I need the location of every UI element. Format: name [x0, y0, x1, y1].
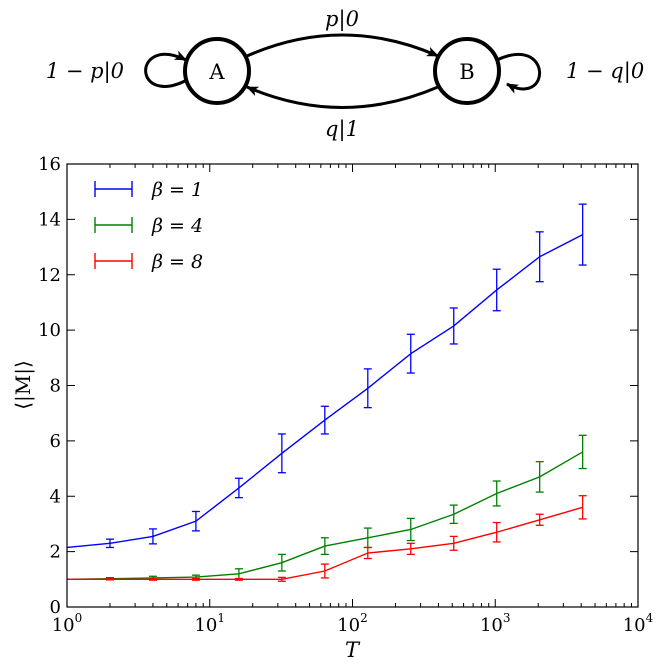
y-tick-label: 4	[50, 486, 61, 507]
legend: β = 1 β = 4 β = 8	[94, 179, 203, 273]
x-tick-label-exponent: 0	[75, 611, 83, 625]
y-tick-label: 0	[50, 597, 61, 618]
self-loop-a-arrow	[144, 50, 188, 88]
x-tick-label: 103	[480, 611, 511, 636]
y-tick-label: 8	[50, 376, 61, 397]
transition-a-to-b-arrow	[246, 33, 439, 58]
x-tick-label-base: 10	[480, 615, 503, 636]
transition-b-to-a-arrow	[246, 85, 439, 109]
x-axis-label: T	[345, 638, 361, 662]
y-axis: 0 2 4 6 8 10 12 14 16	[38, 154, 638, 618]
self-loop-a-label: 1 − p|0	[46, 59, 124, 84]
y-tick-label: 2	[50, 542, 61, 563]
state-a-label: A	[208, 60, 225, 84]
y-tick-label: 14	[38, 209, 61, 230]
self-loop-b-arrow	[496, 52, 541, 94]
transition-a-to-b-label: p|0	[325, 7, 359, 32]
series-2-line	[66, 451, 584, 581]
state-a-node	[183, 37, 251, 105]
y-tick-label: 6	[50, 431, 61, 452]
y-tick-label: 16	[38, 154, 61, 175]
y-axis-label: ⟨|M|⟩	[11, 360, 36, 410]
x-tick-label-base: 10	[52, 615, 75, 636]
x-tick-label-base: 10	[337, 615, 360, 636]
legend-series-2-label: β = 4	[151, 215, 203, 237]
x-tick-label-base: 10	[194, 615, 217, 636]
legend-series-3-label: β = 8	[151, 251, 203, 273]
x-tick-label: 101	[194, 611, 225, 636]
x-tick-label-exponent: 3	[503, 611, 511, 625]
x-tick-label: 104	[623, 611, 654, 636]
state-b-label: B	[459, 60, 474, 84]
series-layer	[66, 203, 587, 582]
x-tick-label-base: 10	[623, 615, 646, 636]
x-tick-label-exponent: 4	[646, 611, 654, 625]
x-tick-label: 102	[337, 611, 368, 636]
x-tick-label-exponent: 2	[360, 611, 368, 625]
x-tick-label: 100	[52, 611, 83, 636]
state-diagram: A B p|0 q|1 1 − p|0 1 − q|0	[46, 7, 644, 142]
y-tick-label: 10	[38, 320, 61, 341]
y-tick-label: 12	[38, 265, 61, 286]
state-b-node	[433, 37, 501, 105]
transition-b-to-a-label: q|1	[325, 117, 359, 142]
legend-series-1-label: β = 1	[151, 179, 203, 201]
series-1-line	[66, 233, 583, 549]
x-tick-label-exponent: 1	[217, 611, 225, 625]
x-axis: 100 101 102 103 104	[52, 164, 654, 636]
self-loop-b-label: 1 − q|0	[566, 59, 644, 84]
